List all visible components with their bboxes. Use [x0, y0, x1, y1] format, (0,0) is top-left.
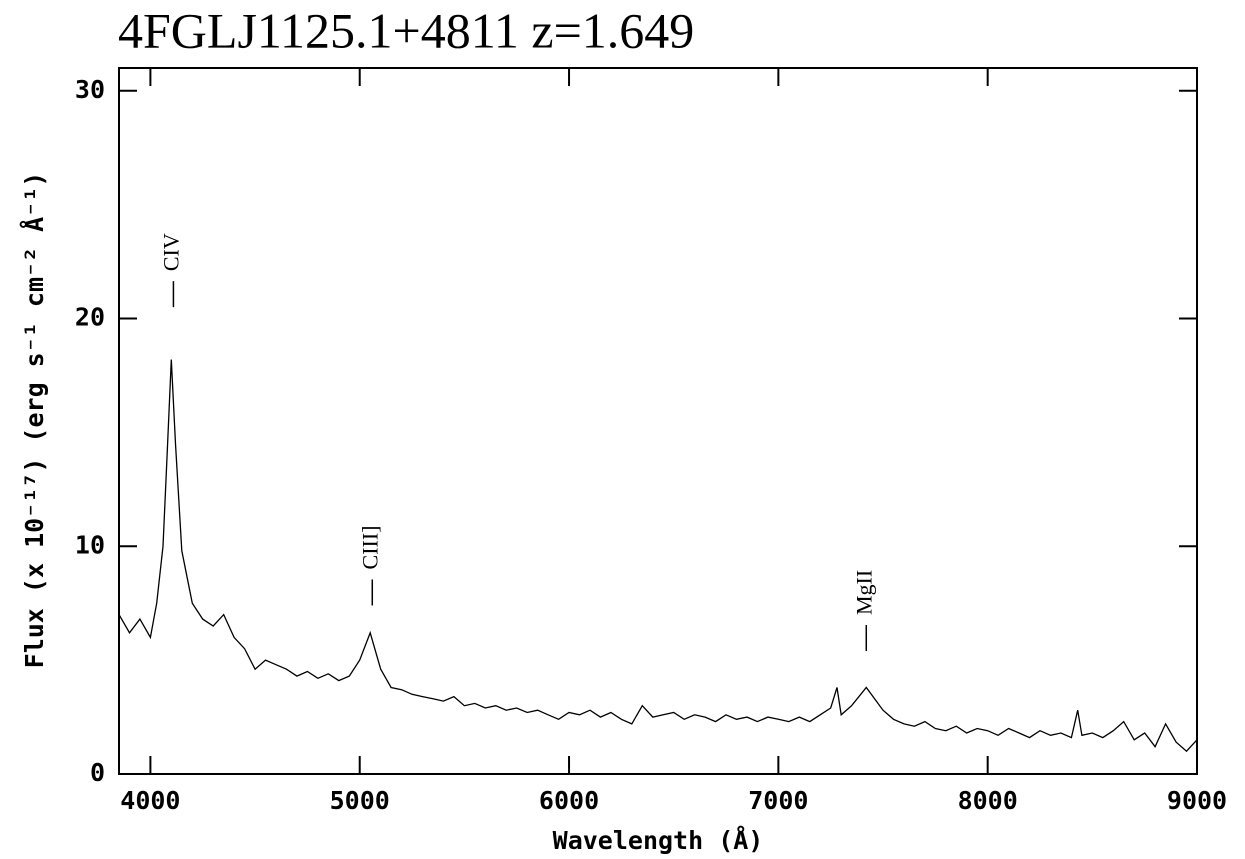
annotation-label: CIII] — [357, 525, 382, 569]
x-tick-label: 6000 — [539, 786, 599, 815]
y-tick-label: 0 — [90, 758, 105, 787]
y-tick-label: 20 — [75, 303, 105, 332]
x-tick-label: 9000 — [1167, 786, 1227, 815]
x-tick-label: 4000 — [120, 786, 180, 815]
x-tick-label: 8000 — [958, 786, 1018, 815]
y-tick-label: 30 — [75, 75, 105, 104]
chart-title: 4FGLJ1125.1+4811 z=1.649 — [118, 2, 694, 58]
x-axis-label: Wavelength (Å) — [553, 826, 764, 855]
y-axis-label: Flux (x 10⁻¹⁷) (erg s⁻¹ cm⁻² Å⁻¹) — [20, 172, 49, 669]
plot-frame — [118, 67, 1198, 775]
annotation-label: CIV — [158, 233, 183, 271]
x-tick-label: 7000 — [748, 786, 808, 815]
y-tick-label: 10 — [75, 530, 105, 559]
annotation-label: MgII — [851, 570, 876, 615]
x-tick-label: 5000 — [330, 786, 390, 815]
spectrum-line — [118, 359, 1198, 753]
